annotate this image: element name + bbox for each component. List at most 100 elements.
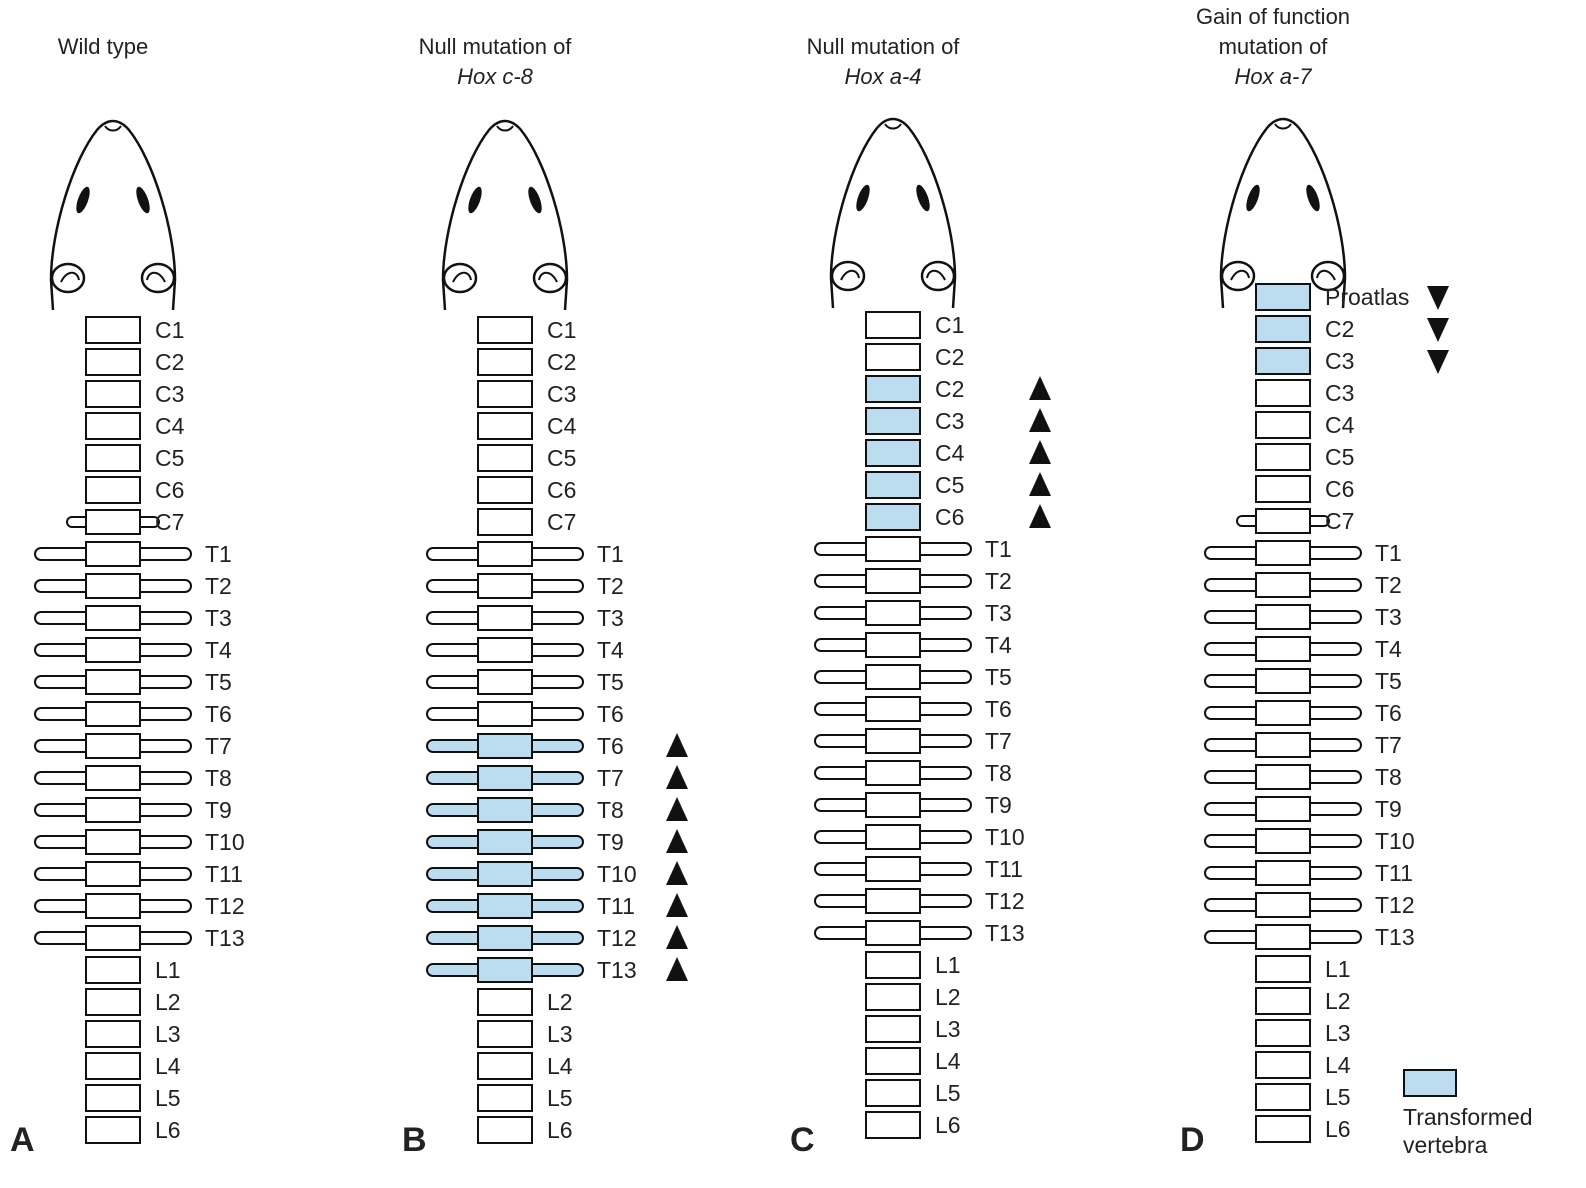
vertebra-label: C3 <box>1325 380 1354 406</box>
vertebra-label: T5 <box>985 664 1012 690</box>
vertebra-label: T5 <box>1375 668 1402 694</box>
vertebra <box>1256 316 1310 342</box>
arrowhead <box>1427 286 1449 310</box>
vertebra <box>866 1016 920 1042</box>
vertebra-label: T11 <box>205 861 243 887</box>
vertebra-label: T7 <box>205 733 232 759</box>
vertebra <box>478 574 532 598</box>
vertebra <box>1256 829 1310 853</box>
vertebra <box>478 798 532 822</box>
vertebra <box>1256 733 1310 757</box>
vertebra-label: T10 <box>597 861 637 887</box>
vertebra-label: T13 <box>985 920 1025 946</box>
vertebra-label: L2 <box>935 984 961 1010</box>
vertebra-label: T7 <box>597 765 624 791</box>
vertebra <box>866 344 920 370</box>
vertebra-label: C2 <box>547 349 576 375</box>
vertebra-label: T5 <box>597 669 624 695</box>
vertebra-label: T4 <box>985 632 1012 658</box>
vertebra <box>478 766 532 790</box>
vertebra <box>478 542 532 566</box>
vertebra <box>1256 637 1310 661</box>
vertebra-label: T11 <box>1375 860 1413 886</box>
vertebra <box>86 957 140 983</box>
vertebra <box>86 1085 140 1111</box>
vertebra-label: T4 <box>1375 636 1402 662</box>
vertebra-label: L5 <box>547 1085 573 1111</box>
vertebra <box>478 989 532 1015</box>
vertebra <box>1256 893 1310 917</box>
vertebra-label: T10 <box>1375 828 1415 854</box>
vertebra-label: C5 <box>1325 444 1354 470</box>
legend-label: Transformed <box>1403 1104 1533 1130</box>
vertebra-label: L4 <box>155 1053 181 1079</box>
vertebra <box>86 445 140 471</box>
vertebra-label: L1 <box>935 952 961 978</box>
vertebra <box>866 537 920 561</box>
vertebra <box>86 1117 140 1143</box>
vertebra <box>478 317 532 343</box>
vertebra <box>86 926 140 950</box>
vertebra <box>478 1021 532 1047</box>
vertebra <box>866 793 920 817</box>
legend-label: vertebra <box>1403 1132 1488 1158</box>
vertebra <box>1256 988 1310 1014</box>
vertebra <box>1256 1052 1310 1078</box>
vertebra <box>1256 1116 1310 1142</box>
vertebra <box>86 702 140 726</box>
vertebra <box>1256 412 1310 438</box>
vertebra <box>866 761 920 785</box>
vertebra-label: T11 <box>597 893 635 919</box>
vertebra-label: C1 <box>547 317 576 343</box>
vertebra-label: T1 <box>985 536 1012 562</box>
arrowhead <box>666 925 688 949</box>
vertebra-label: C3 <box>547 381 576 407</box>
vertebra <box>1256 605 1310 629</box>
vertebra-label: T9 <box>205 797 232 823</box>
vertebra-label: T12 <box>597 925 637 951</box>
vertebra <box>478 477 532 503</box>
vertebra <box>866 857 920 881</box>
vertebra <box>86 510 140 534</box>
vertebra <box>86 606 140 630</box>
vertebra <box>866 1080 920 1106</box>
vertebra-label: T6 <box>205 701 232 727</box>
vertebra-label: T3 <box>597 605 624 631</box>
mouse-head <box>443 121 567 310</box>
vertebra <box>478 638 532 662</box>
vertebra-label: T13 <box>205 925 245 951</box>
vertebra-label: C2 <box>935 344 964 370</box>
vertebra-label: T1 <box>1375 540 1402 566</box>
panel-title: Hox a-7 <box>1234 64 1312 89</box>
vertebra-label: T6 <box>1375 700 1402 726</box>
vertebra-label: C6 <box>1325 476 1354 502</box>
vertebra-label: T2 <box>985 568 1012 594</box>
vertebra <box>866 601 920 625</box>
arrowhead <box>1427 350 1449 374</box>
vertebra <box>866 312 920 338</box>
vertebra <box>866 633 920 657</box>
vertebra-label: L5 <box>1325 1084 1351 1110</box>
vertebra <box>1256 348 1310 374</box>
vertebra <box>1256 476 1310 502</box>
vertebra-label: C3 <box>155 381 184 407</box>
vertebra <box>1256 861 1310 885</box>
vertebra-label: T1 <box>205 541 232 567</box>
vertebra-label: C1 <box>155 317 184 343</box>
mouse-head <box>51 121 175 310</box>
vertebra <box>478 1085 532 1111</box>
vertebra <box>86 381 140 407</box>
vertebra <box>86 670 140 694</box>
vertebra-label: T8 <box>985 760 1012 786</box>
vertebra <box>86 1053 140 1079</box>
arrowhead <box>1029 504 1051 528</box>
vertebra-label: T6 <box>597 701 624 727</box>
vertebra <box>866 729 920 753</box>
vertebra <box>86 638 140 662</box>
vertebra-label: C5 <box>935 472 964 498</box>
vertebra-label: C7 <box>155 509 184 535</box>
vertebra-label: L5 <box>935 1080 961 1106</box>
vertebra-label: T10 <box>985 824 1025 850</box>
vertebra <box>86 798 140 822</box>
vertebra-label: L3 <box>547 1021 573 1047</box>
